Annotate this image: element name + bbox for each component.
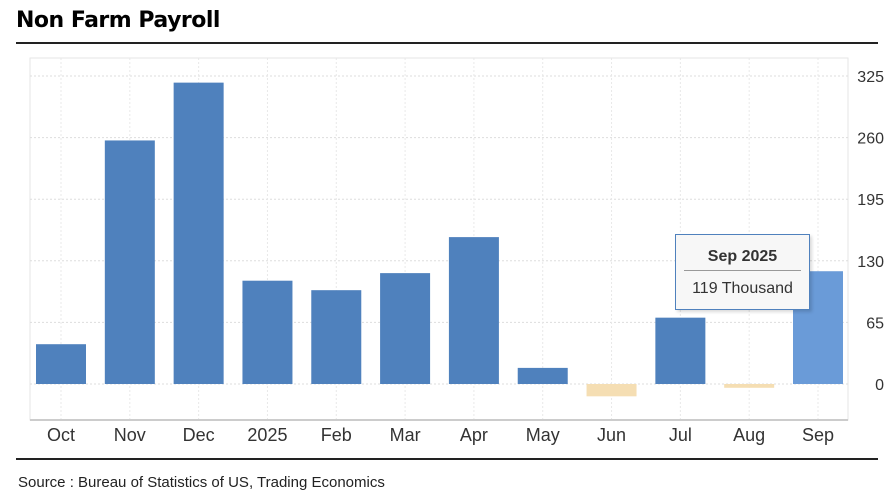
bar-Oct — [36, 344, 86, 384]
tooltip-title: Sep 2025 — [684, 248, 801, 271]
x-tick-label: May — [526, 425, 560, 445]
x-tick-label: Mar — [390, 425, 421, 445]
chart-title: Non Farm Payroll — [16, 8, 220, 33]
title-rule — [16, 42, 878, 44]
x-tick-label: Feb — [321, 425, 352, 445]
bar-chart: 0 65 130 195 260 325 Oct Nov Dec 2025 Feb Mar Apr May… — [29, 57, 884, 445]
x-tick-label: Oct — [47, 425, 75, 445]
bar-Mar — [380, 273, 431, 384]
y-tick-label: 65 — [866, 315, 884, 332]
x-tick-label: Dec — [183, 425, 215, 445]
x-tick-label: Nov — [114, 425, 146, 445]
y-tick-label: 260 — [857, 131, 884, 148]
x-tick-label: Sep — [802, 425, 834, 445]
tooltip: Sep 2025 119 Thousand — [675, 234, 810, 310]
tooltip-value: 119 Thousand — [692, 280, 793, 297]
bar-2025 — [242, 280, 293, 384]
x-tick-label: Apr — [460, 425, 488, 445]
y-tick-label: 195 — [857, 192, 884, 209]
x-tick-label: 2025 — [247, 425, 287, 445]
x-tick-label: Jun — [597, 425, 626, 445]
bar-Nov — [104, 140, 155, 384]
bar-Feb — [311, 290, 362, 384]
y-tick-label: 0 — [875, 377, 884, 394]
bar-Jul — [655, 317, 706, 384]
bar-Aug — [724, 384, 775, 388]
bar-Apr — [448, 237, 499, 384]
bar-Dec — [173, 82, 224, 384]
source-rule — [16, 458, 878, 460]
bar-May — [517, 367, 568, 384]
source-text: Source : Bureau of Statistics of US, Tra… — [18, 474, 385, 491]
y-tick-label: 325 — [857, 69, 884, 86]
x-tick-label: Jul — [669, 425, 692, 445]
bar-Jun — [586, 384, 637, 397]
y-tick-label: 130 — [857, 254, 884, 271]
x-tick-label: Aug — [733, 425, 765, 445]
